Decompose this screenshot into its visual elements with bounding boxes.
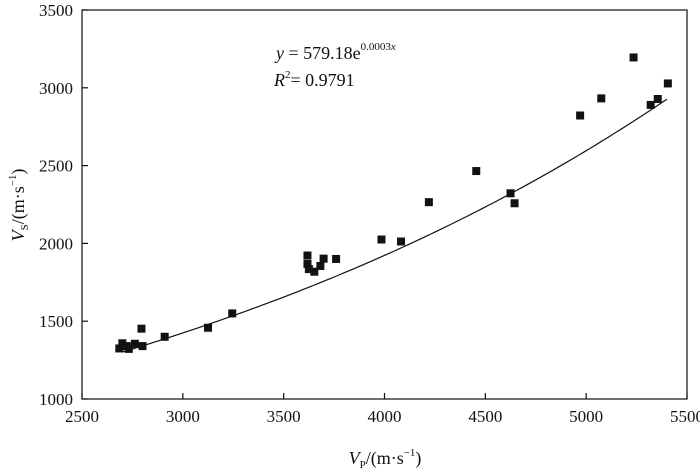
data-point (304, 265, 313, 274)
x-tick-label: 4500 (468, 407, 502, 426)
r-squared: R2= 0.9791 (273, 69, 355, 90)
y-tick-label: 1000 (39, 390, 73, 409)
data-point (316, 261, 325, 270)
data-point (115, 344, 124, 353)
fit-equation-body: = 579.18e (284, 43, 361, 63)
data-point (228, 309, 237, 318)
x-axis-label-exp: −1 (404, 447, 416, 459)
fit-equation: y = 579.18e0.0003x (274, 41, 396, 63)
data-point (646, 100, 655, 109)
data-point (138, 342, 147, 351)
data-point (204, 323, 213, 332)
x-axis-label-var: V (349, 448, 362, 468)
x-axis-label-close: ) (415, 448, 421, 469)
r-squared-lhs: R (273, 70, 285, 90)
x-tick-label: 4000 (368, 407, 402, 426)
data-points (115, 53, 672, 353)
data-point (310, 267, 319, 276)
data-point (160, 332, 169, 341)
plot-frame (81, 9, 688, 400)
data-point (510, 199, 519, 208)
x-axis-ticks: 2500 3000 3500 4000 4500 5000 5500 (65, 393, 700, 426)
fit-curve (122, 98, 668, 353)
data-point (118, 339, 127, 348)
data-point (506, 189, 515, 198)
x-tick-label: 2500 (65, 407, 99, 426)
y-axis-label-exp: −1 (7, 175, 19, 187)
data-point (137, 324, 146, 333)
fit-equation-lhs: y (274, 43, 284, 63)
y-tick-label: 3500 (39, 1, 73, 20)
data-point (377, 235, 386, 244)
y-axis-label-var: V (8, 228, 28, 241)
data-point (576, 111, 585, 120)
data-point (663, 79, 672, 88)
data-point (303, 259, 312, 268)
y-tick-label: 1500 (39, 312, 73, 331)
r-squared-sup: 2 (285, 69, 291, 81)
x-axis-label: VP/(m·s−1) (349, 447, 422, 471)
data-point (653, 95, 662, 104)
data-point (424, 198, 433, 207)
data-point (629, 53, 638, 62)
y-tick-label: 3000 (39, 79, 73, 98)
y-axis-label-close: ) (8, 169, 29, 175)
data-point (130, 339, 139, 348)
data-point (319, 254, 328, 263)
x-tick-label: 5500 (670, 407, 700, 426)
x-axis-label-unit: /(m·s (366, 448, 404, 469)
data-point (124, 344, 133, 353)
y-tick-label: 2000 (39, 234, 73, 253)
x-tick-label: 5000 (569, 407, 603, 426)
data-point (597, 94, 606, 103)
y-tick-label: 2500 (39, 157, 73, 176)
y-axis-label: VS/(m·s−1) (7, 169, 31, 242)
data-point (472, 167, 481, 176)
fit-equation-exponent: 0.0003 (361, 41, 392, 53)
x-tick-label: 3000 (166, 407, 200, 426)
x-axis-label-sub: P (360, 459, 366, 471)
y-axis-ticks: 1000 1500 2000 2500 3000 3500 (39, 1, 88, 409)
data-point (332, 254, 341, 263)
data-point (303, 251, 312, 260)
y-axis-label-sub: S (19, 224, 31, 230)
data-point (397, 237, 406, 246)
x-tick-label: 3500 (267, 407, 301, 426)
y-axis-label-unit: /(m·s (8, 186, 29, 224)
fit-equation-exponent-var: x (390, 41, 396, 53)
r-squared-value: = 0.9791 (291, 70, 355, 90)
